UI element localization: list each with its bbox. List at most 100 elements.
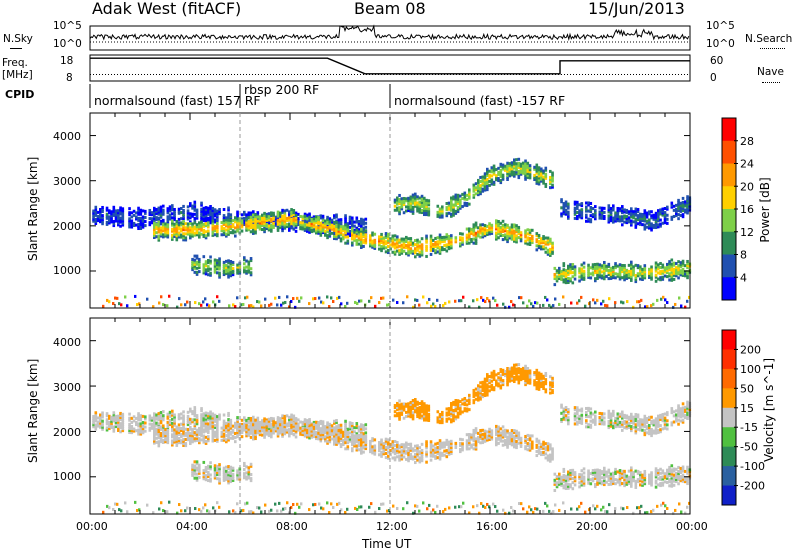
power-cell-1 <box>432 238 435 242</box>
velocity-cell-1 <box>247 431 251 435</box>
velocity-cell-2 <box>468 395 471 399</box>
power-cell-1 <box>157 226 161 230</box>
velocity-cell-2 <box>497 384 500 388</box>
velocity-cell-0 <box>148 414 152 418</box>
velocity-cell-3 <box>216 471 219 475</box>
power-cell-1 <box>290 208 293 212</box>
velocity-cell-2 <box>483 387 487 391</box>
velocity-cell-0 <box>281 432 284 436</box>
velocity-cell-0 <box>92 425 95 429</box>
power-cell-0 <box>130 225 134 229</box>
power-cell-1 <box>515 228 518 232</box>
power-cell-0 <box>130 215 134 219</box>
power-cell-4 <box>636 208 640 212</box>
velocity-cell-1 <box>483 435 487 439</box>
power-cell-2 <box>465 204 469 208</box>
power-cell-2 <box>474 186 478 190</box>
velocity-cell-4 <box>623 413 626 417</box>
power-cell-1 <box>371 241 374 245</box>
velocity-cell-1 <box>540 451 543 455</box>
velocity-cell-0 <box>105 422 109 426</box>
power-cell-1 <box>267 226 271 230</box>
power-cell-4 <box>618 219 622 223</box>
velocity-cell-2 <box>488 381 491 385</box>
power-cell-1 <box>542 237 545 241</box>
power-cell-2 <box>418 196 422 200</box>
power-cell-0 <box>168 217 172 221</box>
velocity-cell-1 <box>479 431 482 435</box>
power-cell-2 <box>488 179 491 183</box>
power-cell-0 <box>162 218 165 222</box>
velocity-cell-1 <box>436 445 440 449</box>
power-cell-1 <box>189 232 192 236</box>
power-cell-1 <box>391 238 395 242</box>
power-cell-1 <box>231 229 235 233</box>
power-cell-2 <box>544 176 548 180</box>
power-cell-2 <box>425 204 428 208</box>
velocity-cell-1 <box>407 457 410 461</box>
velocity-cell-3 <box>249 473 253 477</box>
velocity-cell-1 <box>504 430 507 434</box>
power-cell-2 <box>452 203 455 207</box>
velocity-cell-4 <box>580 415 584 419</box>
power-cell-1 <box>450 246 453 250</box>
velocity-cell-2 <box>506 381 509 385</box>
power-cell-0 <box>189 212 192 216</box>
power-ytick-1000: 1000 <box>53 264 81 277</box>
power-cell-1 <box>171 235 174 239</box>
power-cell-1 <box>495 221 498 225</box>
velocity-cell-1 <box>281 424 284 428</box>
power-cell-1 <box>335 233 338 237</box>
velocity-cell-1 <box>447 452 451 456</box>
power-cell-0 <box>306 215 309 219</box>
velocity-cell-1 <box>380 442 383 446</box>
power-cell-1 <box>303 216 307 220</box>
velocity-cell-1 <box>157 440 161 444</box>
velocity-cell-2 <box>447 417 451 421</box>
velocity-cell-0 <box>193 414 197 418</box>
velocity-cell-1 <box>193 433 197 437</box>
power-cell-1 <box>162 223 165 227</box>
power-cell-3 <box>198 259 201 263</box>
velocity-cell-1 <box>535 445 539 449</box>
power-cell-1 <box>256 219 260 223</box>
velocity-cell-1 <box>270 416 273 420</box>
power-cell-1 <box>252 227 255 231</box>
power-cell-2 <box>481 187 485 191</box>
velocity-cell-0 <box>137 422 140 426</box>
power-cell-4 <box>564 204 568 208</box>
power-cell-3 <box>218 267 221 271</box>
power-cell-1 <box>409 247 413 251</box>
velocity-cell-1 <box>490 433 494 437</box>
velocity-cell-2 <box>463 403 467 407</box>
power-cell-1 <box>369 240 372 244</box>
velocity-cell-0 <box>204 415 208 419</box>
velocity-cell-2 <box>499 378 503 382</box>
velocity-cell-0 <box>150 422 154 426</box>
power-cell-0 <box>207 212 210 216</box>
power-cell-2 <box>416 201 419 205</box>
velocity-cell-1 <box>438 447 442 451</box>
power-cell-1 <box>279 211 282 215</box>
velocity-cell-1 <box>234 425 237 429</box>
velocity-cell-4 <box>562 417 566 421</box>
velocity-cell-1 <box>276 418 280 422</box>
power-cell-2 <box>468 196 471 200</box>
velocity-cell-0 <box>99 419 102 423</box>
velocity-cell-1 <box>387 444 390 448</box>
power-cell-1 <box>288 216 291 220</box>
velocity-cell-4 <box>630 427 633 431</box>
velocity-cell-1 <box>384 441 388 445</box>
power-cell-1 <box>465 237 469 241</box>
velocity-cell-1 <box>216 427 219 431</box>
power-cell-1 <box>319 233 323 237</box>
velocity-cell-1 <box>443 453 446 457</box>
velocity-cell-0 <box>362 426 365 430</box>
velocity-cell-0 <box>108 427 111 431</box>
velocity-cell-1 <box>335 440 338 444</box>
velocity-cell-1 <box>400 457 404 461</box>
velocity-cell-1 <box>373 452 377 456</box>
power-cell-1 <box>166 229 170 233</box>
power-cell-1 <box>285 216 289 220</box>
